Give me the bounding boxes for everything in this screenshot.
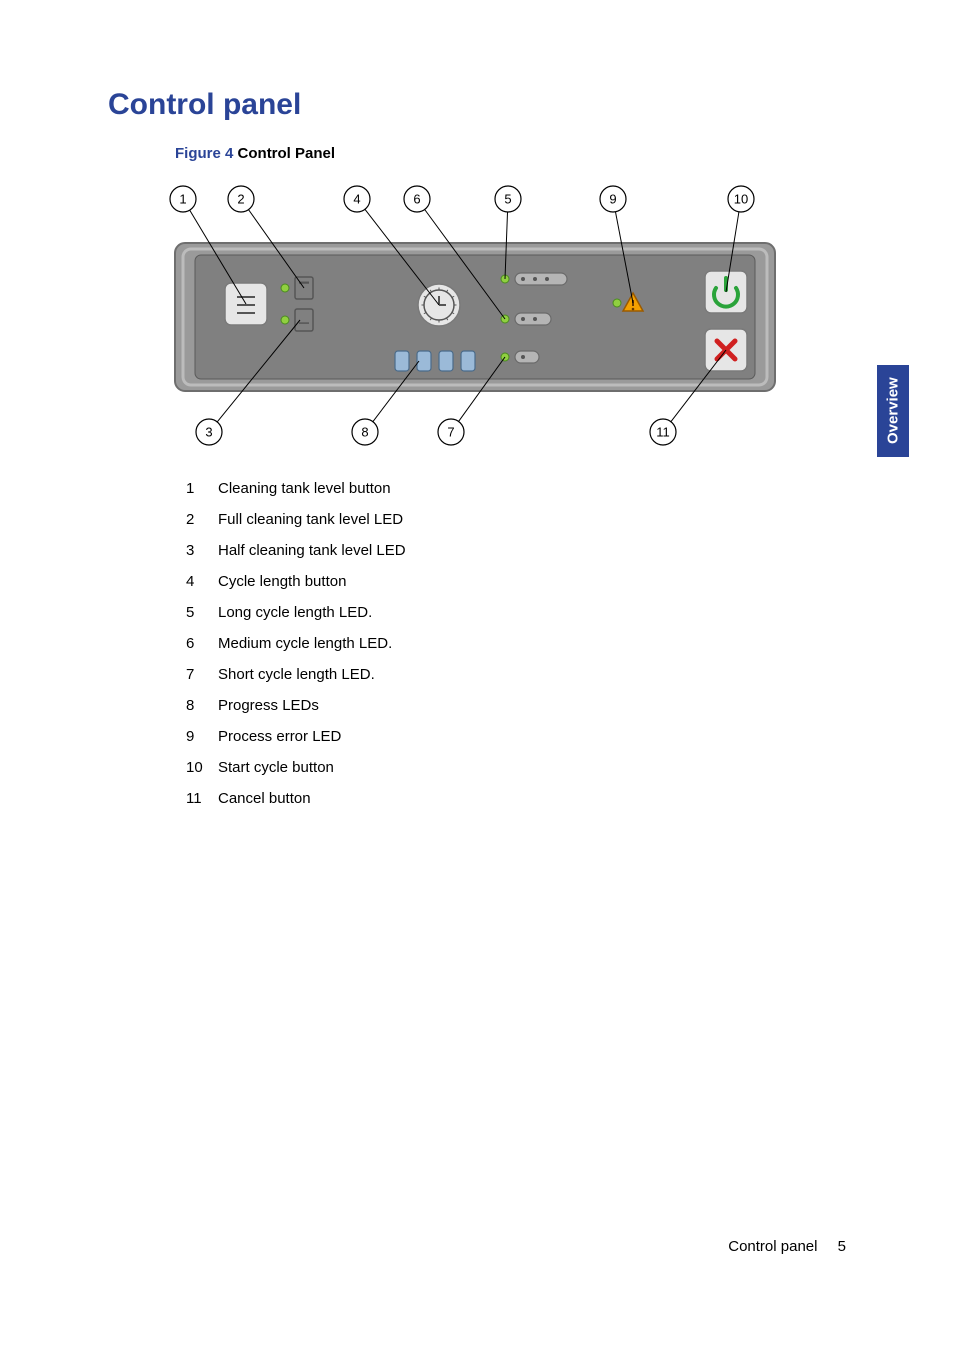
legend-text: Cancel button (218, 790, 311, 807)
legend-number: 10 (186, 759, 218, 776)
medium-cycle-icon (515, 313, 551, 325)
progress-led (395, 351, 409, 371)
legend-number: 7 (186, 666, 218, 683)
short-cycle-icon (515, 351, 539, 363)
page-footer: Control panel 5 (728, 1238, 846, 1255)
page-heading: Control panel (108, 88, 301, 122)
legend-row: 6Medium cycle length LED. (186, 635, 406, 652)
legend-text: Short cycle length LED. (218, 666, 375, 683)
error-led (613, 299, 621, 307)
legend-row: 4Cycle length button (186, 573, 406, 590)
legend-number: 2 (186, 511, 218, 528)
figure-caption: Figure 4 Control Panel (175, 145, 335, 162)
legend-row: 5Long cycle length LED. (186, 604, 406, 621)
legend-text: Cycle length button (218, 573, 346, 590)
callout-number: 11 (656, 425, 670, 440)
legend-number: 3 (186, 542, 218, 559)
legend-number: 1 (186, 480, 218, 497)
legend-row: 11Cancel button (186, 790, 406, 807)
legend-row: 9Process error LED (186, 728, 406, 745)
legend-number: 11 (186, 790, 218, 807)
callout-number: 9 (609, 192, 616, 207)
figure-prefix: Figure 4 (175, 145, 233, 162)
callout-number: 2 (237, 192, 244, 207)
footer-section: Control panel (728, 1238, 817, 1255)
legend-text: Full cleaning tank level LED (218, 511, 403, 528)
callout-number: 6 (413, 192, 420, 207)
legend-row: 7Short cycle length LED. (186, 666, 406, 683)
legend-row: 8Progress LEDs (186, 697, 406, 714)
figure-title: Control Panel (238, 145, 336, 162)
progress-led (461, 351, 475, 371)
legend-number: 9 (186, 728, 218, 745)
legend-number: 5 (186, 604, 218, 621)
footer-page-number: 5 (838, 1238, 846, 1255)
legend-number: 8 (186, 697, 218, 714)
callout-number: 1 (179, 192, 186, 207)
callout-number: 10 (734, 192, 748, 207)
half-tank-led (281, 316, 289, 324)
section-tab-overview: Overview (877, 365, 909, 457)
legend-number: 6 (186, 635, 218, 652)
progress-led (417, 351, 431, 371)
legend-row: 3Half cleaning tank level LED (186, 542, 406, 559)
callout-number: 5 (504, 192, 511, 207)
callout-number: 4 (353, 192, 360, 207)
legend-number: 4 (186, 573, 218, 590)
callout-number: 8 (361, 425, 368, 440)
control-panel-diagram: 1 2 4 6 5 9 10 3 8 7 11 (165, 175, 785, 450)
legend-text: Start cycle button (218, 759, 334, 776)
legend-text: Process error LED (218, 728, 341, 745)
legend-text: Medium cycle length LED. (218, 635, 392, 652)
progress-led (439, 351, 453, 371)
legend-row: 1Cleaning tank level button (186, 480, 406, 497)
legend-text: Cleaning tank level button (218, 480, 391, 497)
legend-text: Half cleaning tank level LED (218, 542, 406, 559)
legend-row: 10Start cycle button (186, 759, 406, 776)
full-tank-led (281, 284, 289, 292)
legend-text: Long cycle length LED. (218, 604, 372, 621)
long-cycle-icon (515, 273, 567, 285)
callout-number: 7 (447, 425, 454, 440)
legend-row: 2Full cleaning tank level LED (186, 511, 406, 528)
legend-text: Progress LEDs (218, 697, 319, 714)
callout-legend: 1Cleaning tank level button2Full cleanin… (186, 480, 406, 821)
callout-number: 3 (205, 425, 212, 440)
